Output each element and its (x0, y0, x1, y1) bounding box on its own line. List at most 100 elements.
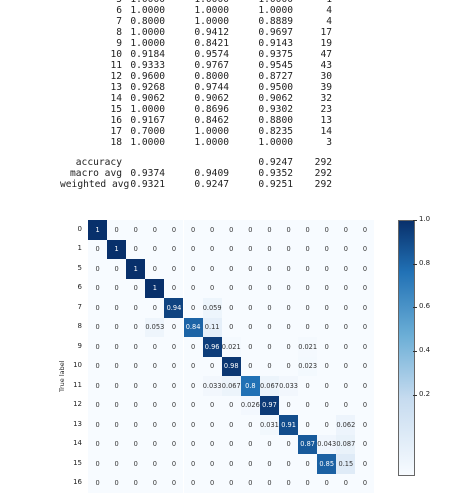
report-cell-recall: 0.9409 (186, 168, 229, 179)
heatmap-cell: 0 (164, 474, 183, 493)
heatmap-cell: 0 (107, 474, 126, 493)
heatmap-cell: 0 (279, 337, 298, 357)
y-tick-label: 8 (78, 322, 82, 330)
heatmap-cell: 0 (355, 376, 374, 396)
heatmap-cell: 0 (184, 357, 203, 377)
report-cell-support: 4 (292, 16, 332, 27)
heatmap-cell: 0 (222, 474, 241, 493)
heatmap-cell: 0 (203, 357, 222, 377)
heatmap-cell: 0 (241, 279, 260, 299)
heatmap-cell: 0 (241, 240, 260, 260)
heatmap-cell: 0 (222, 318, 241, 338)
heatmap-cell: 0 (260, 474, 279, 493)
heatmap-cell: 0 (107, 396, 126, 416)
heatmap-cell: 0 (222, 396, 241, 416)
heatmap-cell: 0 (222, 298, 241, 318)
heatmap-cell: 0 (145, 240, 164, 260)
report-cell-recall: 0.8462 (186, 115, 229, 126)
report-cell-support: 3 (292, 137, 332, 148)
colorbar-tick-label: 0.8 (419, 259, 430, 267)
heatmap-cell: 0 (126, 298, 145, 318)
report-cell-recall: 0.9062 (186, 93, 229, 104)
heatmap-cell: 0 (107, 435, 126, 455)
report-cell-recall: 0.9574 (186, 49, 229, 60)
heatmap-cell: 0 (145, 298, 164, 318)
report-cell-recall: 1.0000 (186, 126, 229, 137)
heatmap-cell: 1 (145, 279, 164, 299)
heatmap-cell: 0 (203, 435, 222, 455)
heatmap-cell: 0 (222, 259, 241, 279)
report-cell-precision: 0.8000 (122, 16, 165, 27)
heatmap-cell: 0 (145, 396, 164, 416)
report-cell-support: 43 (292, 60, 332, 71)
y-tick-label: 7 (78, 303, 82, 311)
heatmap-cell: 0 (336, 357, 355, 377)
report-cell-recall: 1.0000 (186, 137, 229, 148)
heatmap-cell: 0 (88, 454, 107, 474)
heatmap-cell: 0 (355, 220, 374, 240)
heatmap-cell: 0 (126, 318, 145, 338)
heatmap-cell: 0 (279, 240, 298, 260)
heatmap-cell: 0 (279, 259, 298, 279)
heatmap-cell: 0.85 (317, 454, 336, 474)
y-tick-label: 16 (73, 478, 82, 486)
report-cell-recall: 0.9767 (186, 60, 229, 71)
heatmap-cell: 0 (336, 240, 355, 260)
colorbar-tick-label: 1.0 (419, 215, 430, 223)
heatmap-cell: 0 (164, 220, 183, 240)
heatmap-cell: 0 (126, 357, 145, 377)
report-cell-f1: 0.8727 (250, 71, 293, 82)
report-cell-label: macro avg (60, 168, 122, 179)
report-cell-label: 8 (60, 27, 122, 38)
heatmap-cell: 0.023 (298, 357, 317, 377)
heatmap-cell: 0 (317, 357, 336, 377)
report-cell-label: 6 (60, 5, 122, 16)
heatmap-cell: 0 (145, 474, 164, 493)
heatmap-cell: 0 (336, 298, 355, 318)
heatmap-cell: 0 (336, 220, 355, 240)
heatmap-cell: 0 (317, 318, 336, 338)
heatmap-cell: 0 (107, 415, 126, 435)
heatmap-cell: 0.062 (336, 415, 355, 435)
heatmap-cell: 1 (107, 240, 126, 260)
heatmap-cell: 0 (317, 415, 336, 435)
heatmap-cell: 0 (241, 259, 260, 279)
heatmap-cell: 0 (336, 474, 355, 493)
report-cell-precision: 0.9333 (122, 60, 165, 71)
heatmap-cell: 0 (317, 240, 336, 260)
heatmap-cell: 0 (336, 376, 355, 396)
heatmap-cell: 0 (298, 415, 317, 435)
heatmap-cell: 0 (298, 259, 317, 279)
heatmap-cell: 0 (260, 298, 279, 318)
report-cell-label: 7 (60, 16, 122, 27)
heatmap-cell: 0 (107, 220, 126, 240)
heatmap-cell: 0 (126, 337, 145, 357)
heatmap-cell: 0.043 (317, 435, 336, 455)
report-cell-label: accuracy (60, 157, 122, 168)
heatmap-cell: 0 (203, 454, 222, 474)
report-cell-f1: 1.0000 (250, 5, 293, 16)
heatmap-cell: 0 (126, 240, 145, 260)
heatmap-cell: 0 (355, 435, 374, 455)
heatmap-cell: 0 (317, 298, 336, 318)
heatmap-cell: 0 (145, 376, 164, 396)
heatmap-cell: 0 (184, 259, 203, 279)
heatmap-cell: 0 (355, 357, 374, 377)
heatmap-cell: 0 (279, 435, 298, 455)
colorbar-tick-label: 0.6 (419, 302, 430, 310)
report-cell-recall: 1.0000 (186, 16, 229, 27)
heatmap-cell: 0 (145, 259, 164, 279)
heatmap-cell: 0 (336, 259, 355, 279)
heatmap-cell: 0 (88, 318, 107, 338)
heatmap-cell: 0 (241, 337, 260, 357)
report-cell-support: 32 (292, 93, 332, 104)
heatmap-cell: 0 (107, 318, 126, 338)
report-cell-f1: 0.9143 (250, 38, 293, 49)
heatmap-cell: 0.96 (203, 337, 222, 357)
heatmap-cell: 0 (88, 298, 107, 318)
heatmap-cell: 0 (184, 240, 203, 260)
